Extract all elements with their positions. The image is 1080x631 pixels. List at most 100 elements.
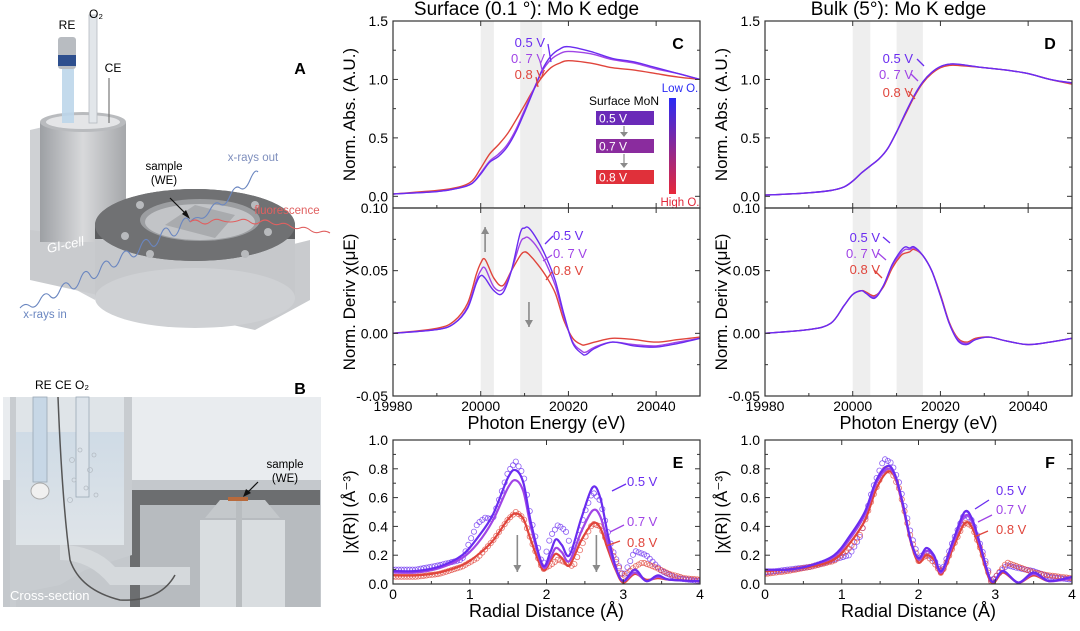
series-label-leader: [974, 499, 990, 510]
x-tick-label: 0: [761, 586, 769, 602]
fit-point: [1007, 560, 1014, 567]
y-tick-label: 1.0: [369, 71, 389, 87]
fit-point: [554, 556, 561, 563]
x-tick-label: 2: [915, 586, 923, 602]
x-tick-label: 20040: [637, 398, 676, 414]
series-label: 0.5 V: [850, 230, 881, 245]
inset-title: Surface MoN: [589, 94, 659, 108]
panel-label-c: C: [672, 36, 684, 53]
oxidation-scale-bar: [669, 98, 676, 194]
y-axis-label: Norm. Abs. (A.U.): [340, 48, 359, 181]
inset-box-label: 0.5 V: [599, 112, 627, 126]
chart-title: Surface (0.1 °): Mo K edge: [414, 0, 639, 20]
y-tick-label: 1.0: [741, 71, 761, 87]
series-line-05: [393, 45, 700, 195]
x-tick-label: 20000: [461, 398, 500, 414]
series-label-leader: [973, 530, 989, 538]
x-tick-label: 20020: [921, 398, 960, 414]
y-tick-label: -0.05: [728, 388, 760, 404]
fit-point: [627, 558, 634, 565]
fit-point: [655, 565, 662, 572]
y-tick-label: 0.10: [361, 200, 388, 216]
arrow-head-down: [592, 565, 601, 572]
series-label: 0. 7 V: [511, 51, 545, 66]
fit-point: [643, 561, 650, 568]
fit-point: [1018, 565, 1025, 572]
inset-arrow-head: [620, 163, 628, 168]
label-ce: CE: [105, 61, 122, 75]
fit-point: [470, 528, 477, 535]
fit-point: [1015, 563, 1022, 570]
y-axis-label: Norm. Deriv χ(μE): [712, 234, 731, 371]
y-tick-label: 0.0: [741, 576, 761, 592]
series-line-05: [765, 245, 1072, 346]
x-tick-label: 0: [389, 586, 397, 602]
series-line-07: [393, 236, 700, 354]
series-label: 0.5 V: [627, 474, 658, 489]
fit-point: [652, 564, 659, 571]
x-tick-label: 20020: [549, 398, 588, 414]
xray-in-beam: [19, 217, 191, 309]
fit-point: [1021, 566, 1028, 573]
series-label-leader: [547, 43, 552, 63]
label-xrays-out: x-rays out: [228, 152, 279, 164]
series-label: 0. 7 V: [879, 67, 913, 82]
x-tick-label: 2: [543, 586, 551, 602]
fit-point: [671, 572, 678, 579]
y-axis-label: Norm. Abs. (A.U.): [712, 48, 731, 181]
fit-point: [473, 522, 480, 529]
series-label: 0.8 V: [883, 85, 914, 100]
y-tick-label: 0.00: [361, 325, 388, 341]
series-label: 0.5 V: [996, 483, 1027, 498]
series-label: 0.5 V: [553, 228, 584, 243]
y-tick-label: 1.5: [369, 13, 389, 29]
fit-point: [565, 537, 572, 544]
plot-area: [765, 456, 1072, 584]
label-we-b: (WE): [272, 473, 298, 485]
series-label-leader: [873, 269, 883, 279]
fit-point: [635, 549, 642, 556]
fit-point: [1052, 573, 1059, 580]
shaded-band: [480, 208, 494, 396]
chart-c-deriv: -0.05 0.00 0.05 0.10 19980 20000 20020 20040 Nor…: [340, 200, 701, 433]
series-label-leader: [977, 514, 993, 523]
fit-point: [496, 528, 503, 535]
arrow-head-down: [513, 565, 522, 572]
panel-b-illustration: RE CE O₂ sample (WE) Cross-section B: [3, 378, 321, 607]
y-tick-label: 1.5: [741, 13, 761, 29]
fit-point: [624, 564, 631, 571]
label-sample: sample: [145, 161, 182, 173]
label-electrodes: RE CE O₂: [35, 378, 89, 392]
series-label-leader: [545, 271, 553, 281]
y-tick-label: 0.0: [369, 576, 389, 592]
inset-box: [596, 139, 654, 153]
series-line-05: [765, 464, 1072, 584]
fit-point: [660, 568, 667, 575]
series-label-leader: [539, 60, 544, 75]
fit-point: [490, 536, 497, 543]
label-o2: O₂: [89, 7, 103, 21]
plot-frame: [392, 207, 701, 397]
series-line-05: [393, 226, 700, 356]
series-label: 0.8 V: [553, 263, 584, 278]
series-label: 0.8 V: [515, 67, 546, 82]
series-label-leader: [544, 235, 554, 245]
fit-point: [887, 459, 894, 466]
x-tick-label: 1: [466, 586, 474, 602]
series-label-leader: [605, 540, 621, 547]
chart-e: 0.0 0.2 0.4 0.6 0.8 1.0 0 1 2 3 4 |χ(R)| (Å⁻³) Radia…: [340, 432, 704, 621]
label-re: RE: [59, 18, 76, 32]
x-axis-label: Photon Energy (eV): [467, 413, 625, 433]
x-tick-label: 20000: [833, 398, 872, 414]
fit-point: [1013, 562, 1020, 569]
oxidation-inset: Surface MoN 0.5 V 0.7 V 0.8 V Low O. High O.: [589, 83, 700, 209]
fit-point: [415, 573, 422, 580]
fit-point: [1024, 567, 1031, 574]
scale-bottom-label: High O.: [661, 197, 700, 209]
chart-f: 0.0 0.2 0.4 0.6 0.8 1.0 0 1 2 3 4 |χ(R)| (Å⁻³) Radia…: [712, 432, 1076, 621]
o2-tube: [88, 14, 98, 124]
shaded-band: [896, 21, 923, 208]
fit-point: [630, 551, 637, 558]
series-label: 0. 7 V: [846, 246, 880, 261]
y-axis-label: |χ(R)| (Å⁻³): [340, 470, 359, 553]
